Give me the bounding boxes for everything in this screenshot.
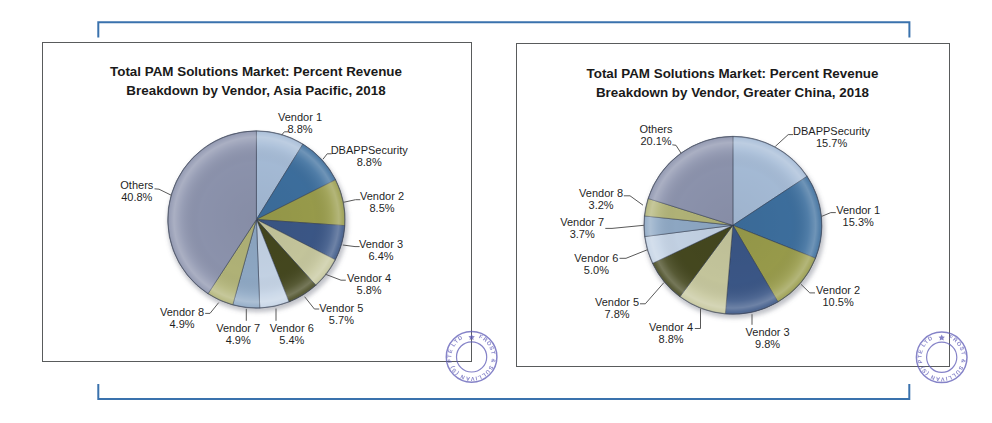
svg-text:FROST & SULLIVAN (S) PTE LTD: FROST & SULLIVAN (S) PTE LTD [446, 333, 497, 382]
svg-text:FROST & SULLIVAN (S) PTE LTD: FROST & SULLIVAN (S) PTE LTD [916, 334, 967, 383]
